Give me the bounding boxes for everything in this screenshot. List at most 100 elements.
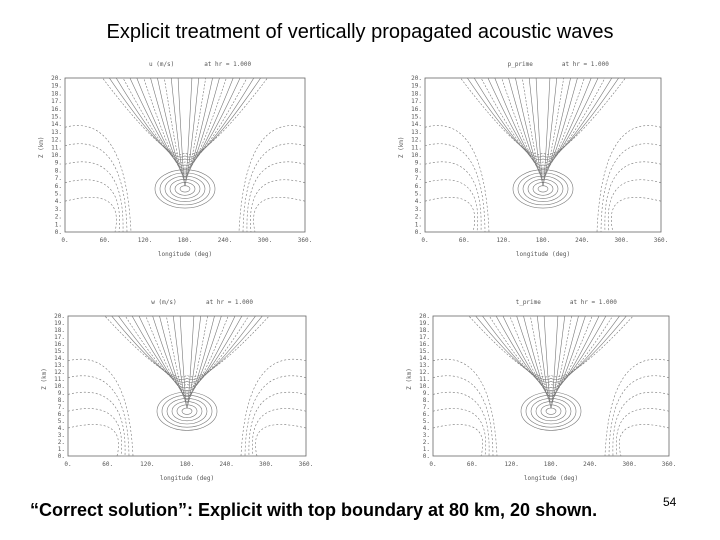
contour-line [129, 78, 241, 166]
contours [425, 78, 661, 232]
y-axis-label: Z (km) [406, 368, 413, 390]
contour-ring [154, 169, 216, 209]
y-tick-label: 14. [51, 121, 62, 128]
contour-line [253, 197, 305, 232]
contour-line [124, 316, 250, 386]
x-tick-label: 0. [421, 237, 428, 244]
contour-ring [174, 182, 196, 196]
y-tick-label: 3. [58, 432, 65, 439]
contour-line [433, 359, 498, 456]
y-tick-label: 0. [423, 453, 430, 460]
contour-line [433, 391, 490, 456]
contour-line [480, 78, 606, 163]
contour-line [615, 408, 669, 456]
y-tick-label: 5. [58, 418, 65, 425]
x-tick-label: 300. [622, 461, 636, 468]
y-tick-label: 2. [55, 214, 62, 221]
contour-line [530, 316, 572, 403]
contour-line [118, 316, 256, 383]
x-axis-label: longitude (deg) [516, 251, 570, 258]
x-tick-label: 360. [662, 461, 676, 468]
contour-line [248, 391, 306, 456]
contour-ring [164, 175, 206, 202]
contour-line [150, 78, 220, 175]
contour-line [612, 391, 669, 456]
y-tick-label: 18. [411, 90, 422, 97]
y-tick-label: 10. [411, 152, 422, 159]
y-tick-label: 20. [54, 313, 65, 320]
y-tick-label: 3. [415, 206, 422, 213]
y-tick-label: 18. [51, 90, 62, 97]
y-tick-label: 12. [411, 137, 422, 144]
contour-line [170, 78, 200, 184]
contour-panel: u (m/s) at hr = 1.0000.1.2.3.4.5.6.7.8.9.… [38, 61, 312, 258]
contour-line [619, 424, 669, 456]
plot-frame [432, 315, 670, 457]
contour-line [166, 316, 208, 403]
panel-variable: w (m/s) [151, 299, 176, 306]
contour-line [433, 375, 494, 456]
contour-line [494, 78, 592, 169]
y-tick-label: 13. [419, 362, 430, 369]
contour-ring [520, 391, 582, 431]
contour-line [68, 424, 119, 456]
y-tick-label: 4. [55, 198, 62, 205]
y-tick-label: 0. [415, 229, 422, 236]
contour-ring [181, 407, 193, 415]
contour-line [425, 125, 490, 232]
x-tick-label: 360. [654, 237, 668, 244]
y-tick-label: 18. [419, 327, 430, 334]
contour-line [433, 424, 483, 456]
contour-line [487, 78, 599, 166]
y-tick-label: 17. [54, 334, 65, 341]
x-axis-label: longitude (deg) [524, 475, 578, 482]
y-tick-label: 15. [51, 114, 62, 121]
contour-ring [517, 172, 569, 206]
y-tick-label: 0. [58, 453, 65, 460]
y-tick-label: 2. [415, 214, 422, 221]
y-tick-label: 2. [58, 439, 65, 446]
x-tick-label: 180. [536, 237, 550, 244]
contour-line [607, 179, 661, 232]
contour-line [143, 78, 227, 172]
contour-line [596, 125, 661, 232]
x-tick-label: 60. [459, 237, 470, 244]
y-tick-label: 12. [54, 369, 65, 376]
contour-line [164, 78, 206, 181]
contour-line [467, 78, 619, 158]
panel-variable: u (m/s) [149, 61, 174, 68]
contour-line [536, 316, 566, 406]
contour-line [65, 143, 128, 232]
y-tick-label: 6. [423, 411, 430, 418]
contour-line [600, 143, 661, 232]
y-tick-label: 10. [51, 152, 62, 159]
contour-line [543, 316, 559, 409]
plot-frame [424, 77, 662, 233]
contour-ring [525, 394, 577, 428]
y-tick-label: 9. [55, 160, 62, 167]
x-tick-label: 180. [544, 461, 558, 468]
contour-ring [161, 394, 213, 428]
contour-line [159, 316, 215, 400]
contour-line [522, 78, 564, 181]
contour-line [611, 197, 661, 232]
y-tick-label: 0. [55, 229, 62, 236]
contour-line [242, 143, 305, 232]
y-tick-label: 7. [58, 404, 65, 411]
y-tick-label: 19. [419, 320, 430, 327]
x-tick-label: 60. [100, 237, 111, 244]
y-tick-label: 20. [51, 75, 62, 82]
contour-line [65, 125, 132, 232]
contour-ring [166, 398, 208, 425]
y-tick-label: 17. [411, 98, 422, 105]
panel-time: at hr = 1.000 [570, 299, 617, 306]
x-tick-label: 60. [467, 461, 478, 468]
x-tick-label: 360. [298, 237, 312, 244]
y-tick-label: 8. [423, 397, 430, 404]
contours [68, 316, 306, 456]
y-tick-label: 6. [58, 411, 65, 418]
contour-line [240, 359, 306, 456]
y-tick-label: 1. [58, 446, 65, 453]
plot-frame [64, 77, 306, 233]
contour-line [425, 161, 482, 232]
